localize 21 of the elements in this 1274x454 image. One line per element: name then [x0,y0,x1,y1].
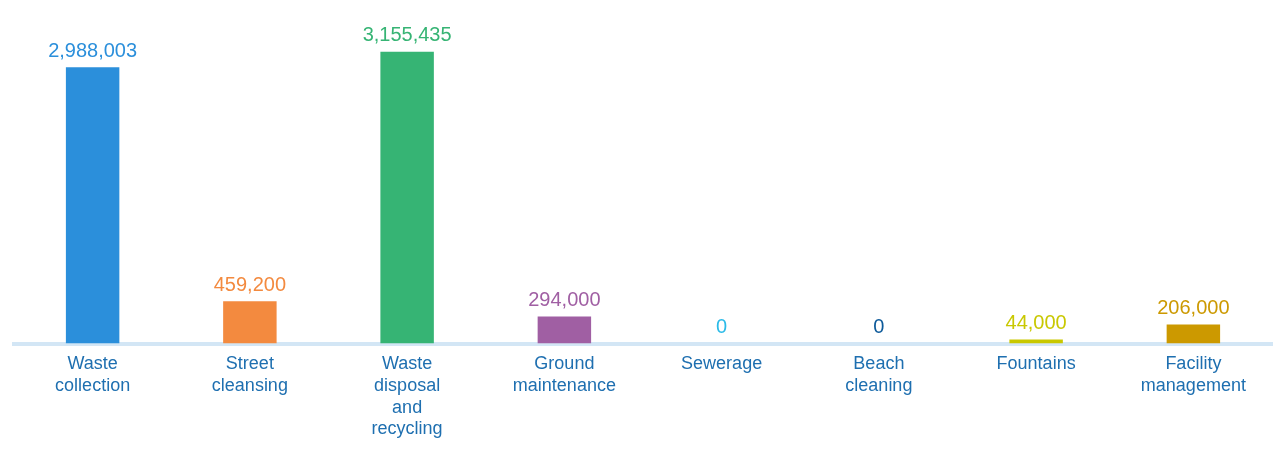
data-label: 0 [873,315,885,338]
bar [537,316,592,344]
data-label: 0 [716,315,728,338]
x-tick-label: Street cleansing [211,353,288,395]
x-tick-label: Beach cleaning [845,353,913,395]
x-tick-label: Waste disposal and recycling [371,353,443,439]
x-tick-label: Facility management [1140,353,1246,395]
x-tick-label: Sewerage [681,353,763,374]
bar [65,67,120,344]
bar [380,51,434,344]
data-label: 2,988,003 [48,38,138,61]
x-tick-label: Ground maintenance [512,353,616,395]
data-label: 3,155,435 [362,23,452,46]
bar [223,301,277,344]
data-label: 459,200 [213,272,287,295]
x-tick-label: Fountains [996,353,1076,374]
data-label: 44,000 [1005,311,1067,334]
data-label: 294,000 [528,287,601,310]
bar [1166,324,1221,344]
x-tick-label: Waste collection [55,353,131,395]
data-label: 206,000 [1157,296,1230,319]
